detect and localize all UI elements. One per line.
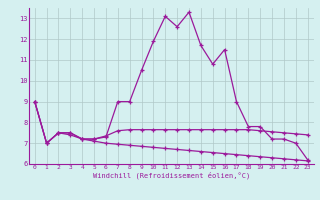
X-axis label: Windchill (Refroidissement éolien,°C): Windchill (Refroidissement éolien,°C) [92, 172, 250, 179]
